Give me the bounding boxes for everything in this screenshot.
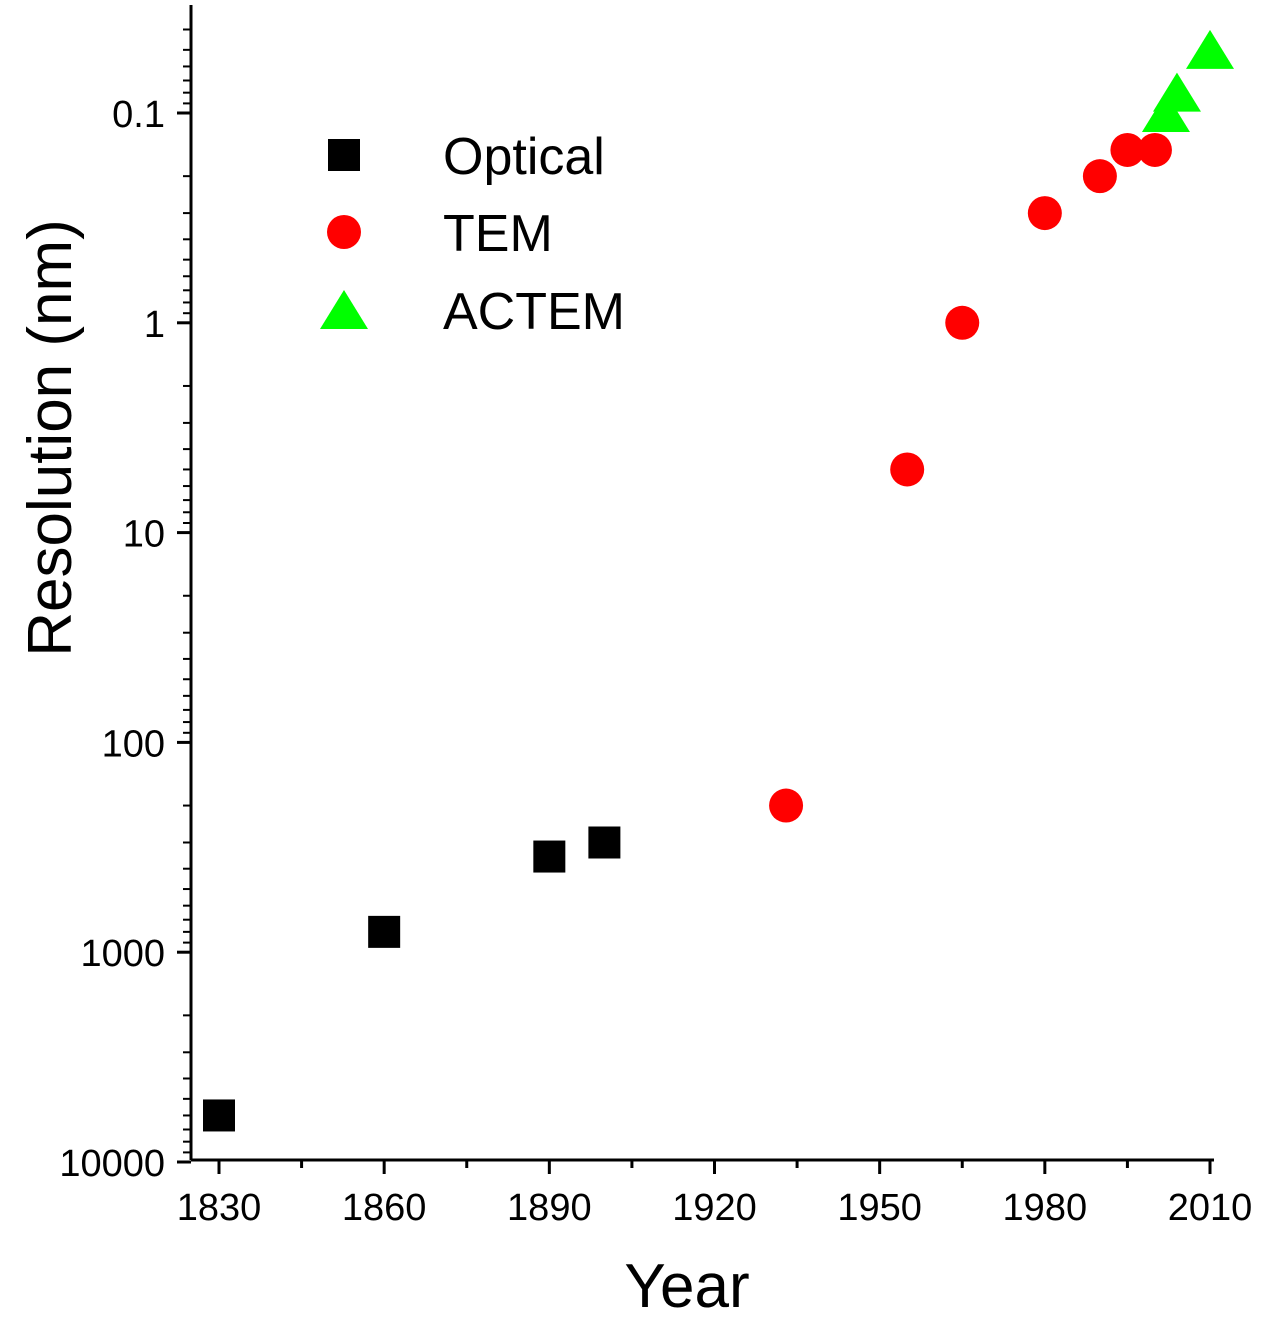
tem-point bbox=[1082, 159, 1117, 194]
legend-item-tem: TEM bbox=[327, 205, 553, 263]
tem-point bbox=[1027, 196, 1062, 231]
tem-point bbox=[1137, 132, 1172, 167]
legend-label: TEM bbox=[443, 205, 553, 263]
legend-label: Optical bbox=[443, 128, 605, 186]
data-points bbox=[203, 29, 1234, 1132]
actem-point bbox=[1186, 29, 1234, 69]
optical-point bbox=[368, 915, 401, 948]
tem-point bbox=[1110, 132, 1145, 167]
legend: Optical TEM ACTEM bbox=[320, 128, 625, 341]
tem-point bbox=[945, 305, 980, 340]
legend-marker bbox=[328, 139, 360, 171]
legend-item-actem: ACTEM bbox=[320, 283, 625, 341]
y-axis-title: Resolution (nm) bbox=[16, 219, 85, 657]
x-tick-label: 1950 bbox=[837, 1187, 922, 1229]
legend-marker bbox=[327, 215, 361, 249]
y-tick-label: 0.1 bbox=[112, 94, 165, 136]
y-tick-label: 100 bbox=[102, 723, 165, 765]
optical-point bbox=[203, 1099, 235, 1132]
x-tick-label: 1920 bbox=[672, 1187, 757, 1229]
optical-point bbox=[533, 840, 566, 873]
x-tick-label: 1860 bbox=[342, 1187, 427, 1229]
optical-point bbox=[588, 826, 621, 859]
x-axis-title: Year bbox=[624, 1252, 749, 1321]
tem-point bbox=[890, 452, 925, 487]
x-tick-label: 1830 bbox=[177, 1187, 262, 1229]
x-tick-label: 1890 bbox=[507, 1187, 592, 1229]
axes bbox=[189, 5, 1214, 1162]
tem-point bbox=[769, 788, 804, 823]
y-tick-label: 1000 bbox=[80, 933, 165, 975]
axis-ticks: 1830 1860 1890 1920 1950 1980 2010 0.1 1 10 100 100… bbox=[59, 28, 1253, 1229]
legend-marker bbox=[320, 290, 368, 329]
y-tick-label: 10 bbox=[123, 514, 165, 556]
actem-point bbox=[1152, 72, 1201, 112]
x-tick-label: 2010 bbox=[1168, 1187, 1253, 1229]
series-optical bbox=[203, 826, 621, 1132]
series-tem bbox=[769, 132, 1172, 823]
legend-label: ACTEM bbox=[443, 283, 625, 341]
y-tick-label: 1 bbox=[144, 304, 165, 346]
y-tick-label: 10000 bbox=[59, 1143, 165, 1185]
actem-point bbox=[1141, 93, 1190, 132]
series-actem bbox=[1141, 29, 1234, 132]
legend-item-optical: Optical bbox=[328, 128, 605, 186]
x-tick-label: 1980 bbox=[1003, 1187, 1088, 1229]
